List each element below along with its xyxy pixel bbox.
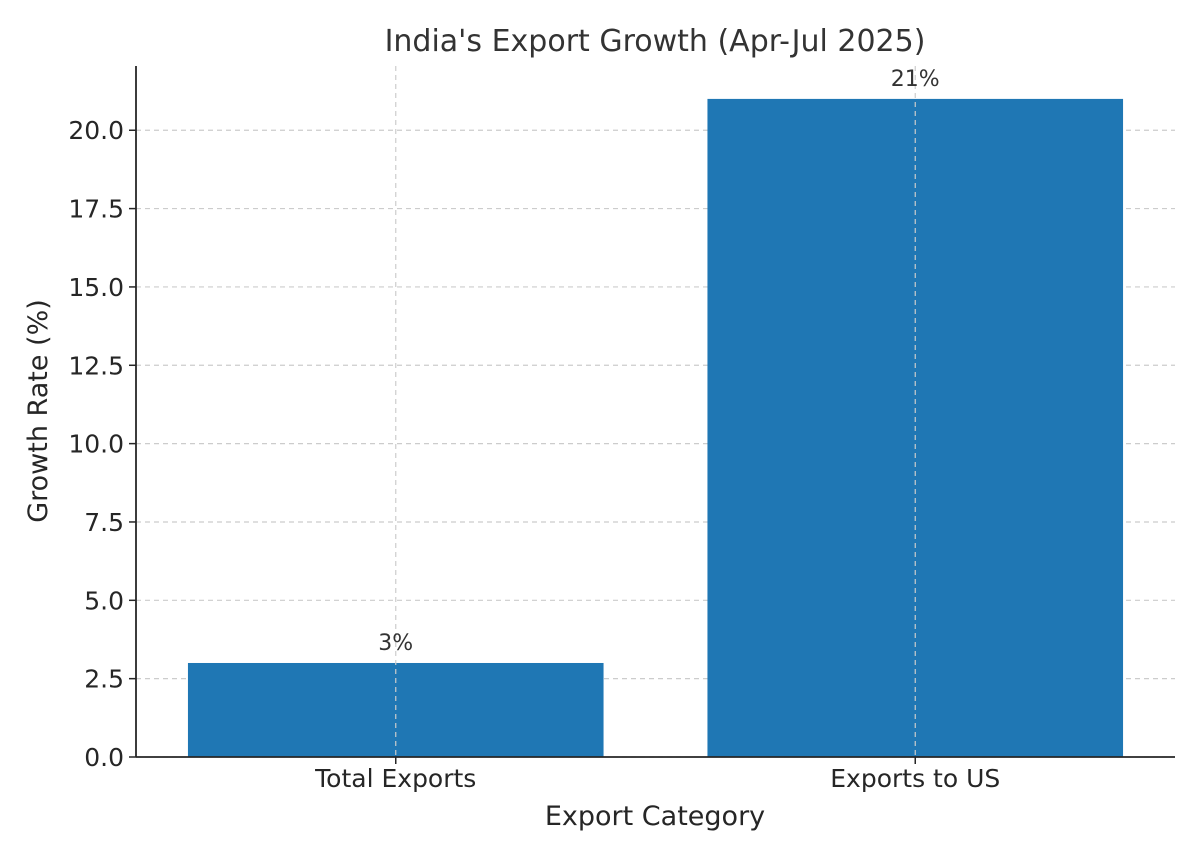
bar-data-label: 21% <box>891 67 940 92</box>
y-axis-label: Growth Rate (%) <box>23 299 54 523</box>
y-tick-label: 20.0 <box>68 116 124 145</box>
chart-title: India's Export Growth (Apr-Jul 2025) <box>385 24 926 59</box>
axes-layer <box>135 66 1175 758</box>
bar-data-label: 3% <box>378 631 413 656</box>
y-tick-label: 0.0 <box>84 743 124 772</box>
data-labels-layer: 3% 21% <box>378 67 939 656</box>
y-tick-label: 2.5 <box>84 665 124 694</box>
x-tick-label: Total Exports <box>314 764 476 793</box>
ticks-layer: 0.0 2.5 5.0 7.5 10.0 12.5 15.0 17.5 20.0 Total Ex… <box>68 116 1000 793</box>
y-tick-label: 10.0 <box>68 430 124 459</box>
y-tick-label: 5.0 <box>84 586 124 615</box>
x-axis-label: Export Category <box>545 801 765 832</box>
y-tick-label: 12.5 <box>68 351 124 380</box>
x-tick-label: Exports to US <box>830 764 1000 793</box>
y-tick-label: 17.5 <box>68 195 124 224</box>
y-tick-label: 7.5 <box>84 508 124 537</box>
y-tick-label: 15.0 <box>68 273 124 302</box>
bars-layer <box>187 98 1124 757</box>
x-grid-layer <box>395 66 916 757</box>
